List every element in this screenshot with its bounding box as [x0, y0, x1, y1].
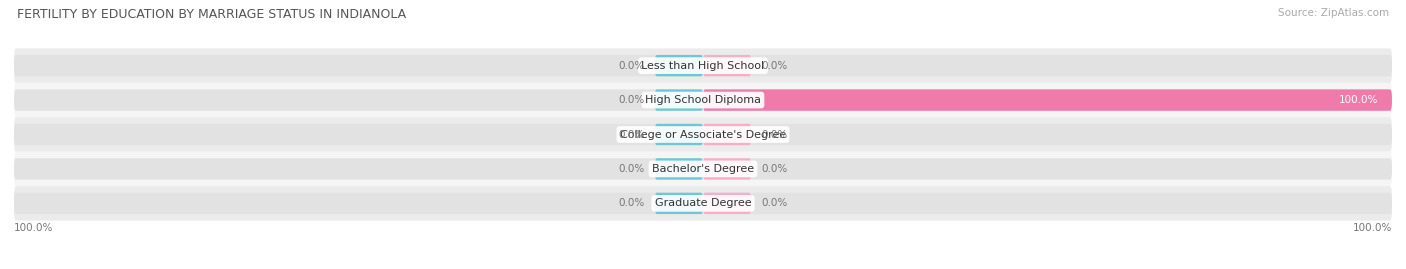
Text: Source: ZipAtlas.com: Source: ZipAtlas.com	[1278, 8, 1389, 18]
Text: 0.0%: 0.0%	[762, 198, 787, 208]
FancyBboxPatch shape	[703, 124, 751, 145]
FancyBboxPatch shape	[655, 89, 703, 111]
Text: 0.0%: 0.0%	[619, 129, 644, 140]
FancyBboxPatch shape	[703, 193, 751, 214]
Text: College or Associate's Degree: College or Associate's Degree	[620, 129, 786, 140]
Text: Bachelor's Degree: Bachelor's Degree	[652, 164, 754, 174]
FancyBboxPatch shape	[655, 193, 703, 214]
FancyBboxPatch shape	[14, 186, 1392, 221]
FancyBboxPatch shape	[655, 124, 703, 145]
Text: 0.0%: 0.0%	[619, 61, 644, 71]
Text: FERTILITY BY EDUCATION BY MARRIAGE STATUS IN INDIANOLA: FERTILITY BY EDUCATION BY MARRIAGE STATU…	[17, 8, 406, 21]
FancyBboxPatch shape	[14, 89, 1392, 111]
Text: 100.0%: 100.0%	[1353, 223, 1392, 233]
FancyBboxPatch shape	[703, 89, 1392, 111]
FancyBboxPatch shape	[14, 193, 1392, 214]
Text: 0.0%: 0.0%	[619, 198, 644, 208]
FancyBboxPatch shape	[14, 55, 1392, 76]
Text: 100.0%: 100.0%	[14, 223, 53, 233]
Text: 0.0%: 0.0%	[619, 164, 644, 174]
Text: 0.0%: 0.0%	[762, 164, 787, 174]
Text: Less than High School: Less than High School	[641, 61, 765, 71]
FancyBboxPatch shape	[14, 152, 1392, 186]
FancyBboxPatch shape	[703, 158, 751, 180]
FancyBboxPatch shape	[14, 83, 1392, 117]
FancyBboxPatch shape	[14, 48, 1392, 83]
Text: 0.0%: 0.0%	[619, 95, 644, 105]
Text: 100.0%: 100.0%	[1339, 95, 1378, 105]
FancyBboxPatch shape	[655, 158, 703, 180]
FancyBboxPatch shape	[703, 55, 751, 76]
FancyBboxPatch shape	[14, 124, 1392, 145]
Text: 0.0%: 0.0%	[762, 129, 787, 140]
FancyBboxPatch shape	[655, 55, 703, 76]
Text: 0.0%: 0.0%	[762, 61, 787, 71]
FancyBboxPatch shape	[14, 158, 1392, 180]
Text: High School Diploma: High School Diploma	[645, 95, 761, 105]
Text: Graduate Degree: Graduate Degree	[655, 198, 751, 208]
FancyBboxPatch shape	[14, 117, 1392, 152]
